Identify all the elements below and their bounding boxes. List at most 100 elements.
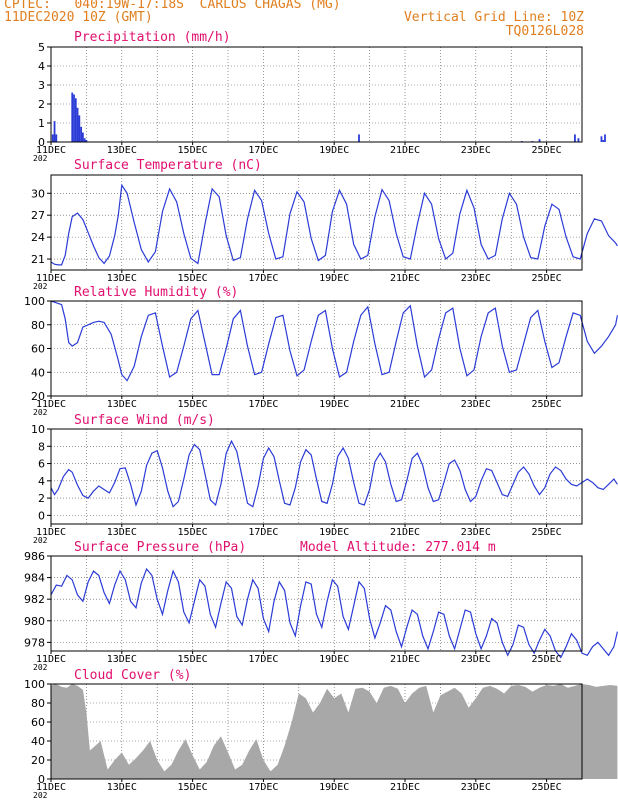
x-tick-label: 19DEC <box>319 273 349 284</box>
x-tick-label: 19DEC <box>319 399 349 410</box>
panel-5: 978 980 982 984 986 Surface Pressure (hPa) 11D… <box>24 540 618 672</box>
y-tick-label: 10 <box>31 423 45 436</box>
y-tick-label: 80 <box>31 319 45 332</box>
series-line <box>50 567 618 659</box>
year-label: 202 <box>33 282 48 291</box>
x-tick-label: 13DEC <box>107 399 137 410</box>
x-tick-label: 23DEC <box>461 145 491 156</box>
x-tick-label: 19DEC <box>319 782 349 793</box>
panel-title: Surface Wind (m/s) <box>74 413 215 428</box>
x-tick-label: 11DEC <box>36 399 66 410</box>
y-tick-label: 40 <box>31 735 45 748</box>
x-tick-label: 17DEC <box>248 527 278 538</box>
precip-bar <box>600 136 603 142</box>
y-tick-label: 1 <box>38 117 45 130</box>
x-tick-label: 23DEC <box>461 782 491 793</box>
panel-1: 0 1 2 3 4 5 Precipitation (mm/h) 11DEC 13DEC 15DE… <box>33 30 606 163</box>
x-tick-label: 15DEC <box>178 527 208 538</box>
y-tick-label: 40 <box>31 366 45 379</box>
y-tick-label: 20 <box>31 754 45 767</box>
x-tick-label: 25DEC <box>532 782 562 793</box>
x-tick-label: 21DEC <box>390 782 420 793</box>
panel-frame <box>50 683 583 780</box>
y-tick-label: 0 <box>38 773 45 786</box>
y-tick-label: 4 <box>38 60 45 73</box>
y-tick-label: 60 <box>31 343 45 356</box>
x-tick-label: 21DEC <box>390 399 420 410</box>
header-station-line: CPTEC: 040:19W-17:18S CARLOS CHAGAS (MG) <box>4 0 341 12</box>
panel-frame <box>50 174 583 271</box>
precip-bar <box>604 134 606 142</box>
y-tick-label: 21 <box>31 253 45 266</box>
x-tick-label: 17DEC <box>248 654 278 665</box>
precip-bar <box>73 94 75 142</box>
y-tick-label: 100 <box>24 678 45 691</box>
y-tick-label: 2 <box>38 98 45 111</box>
series-line <box>50 300 618 382</box>
x-tick-label: 25DEC <box>532 654 562 665</box>
x-tick-label: 21DEC <box>390 527 420 538</box>
x-tick-label: 21DEC <box>390 273 420 284</box>
x-tick-label: 17DEC <box>248 145 278 156</box>
panel-title: Relative Humidity (%) <box>74 285 238 300</box>
x-tick-label: 19DEC <box>319 145 349 156</box>
x-tick-label: 11DEC <box>36 527 66 538</box>
panel-frame <box>50 46 583 143</box>
year-label: 202 <box>33 663 48 672</box>
y-tick-label: 100 <box>24 295 45 308</box>
x-tick-label: 23DEC <box>461 654 491 665</box>
panel-4: 0 2 4 6 8 10 Surface Wind (m/s) 11DEC 13DEC 15DEC… <box>31 413 618 545</box>
panel-frame <box>50 428 583 525</box>
x-tick-label: 15DEC <box>178 399 208 410</box>
x-tick-label: 13DEC <box>107 654 137 665</box>
panel-title: Surface Temperature (nC) <box>74 158 262 173</box>
x-tick-label: 23DEC <box>461 527 491 538</box>
header-run-time: 11DEC2020 10Z (GMT) <box>4 10 153 25</box>
model-altitude-label: Model Altitude: 277.014 m <box>300 540 496 555</box>
x-tick-label: 25DEC <box>532 273 562 284</box>
precip-bar <box>74 98 77 142</box>
x-tick-label: 15DEC <box>178 782 208 793</box>
precip-bar <box>577 138 580 142</box>
y-tick-label: 60 <box>31 716 45 729</box>
y-tick-label: 27 <box>31 209 45 222</box>
y-tick-label: 5 <box>38 41 45 54</box>
y-tick-label: 80 <box>31 697 45 710</box>
y-tick-label: 8 <box>38 440 45 453</box>
header-model-code: TQ0126L028 <box>505 24 584 39</box>
precip-bar <box>83 138 86 142</box>
precip-bar <box>538 139 541 142</box>
x-tick-label: 17DEC <box>248 273 278 284</box>
x-tick-label: 21DEC <box>390 145 420 156</box>
x-tick-label: 25DEC <box>532 399 562 410</box>
precip-bar <box>51 134 54 142</box>
precip-bar <box>602 140 605 142</box>
precip-bar <box>76 107 79 142</box>
x-tick-label: 21DEC <box>390 654 420 665</box>
header-vertical-grid-line: Vertical Grid Line: 10Z <box>403 10 584 25</box>
x-tick-label: 15DEC <box>178 273 208 284</box>
x-tick-label: 11DEC <box>36 273 66 284</box>
cloud-cover-area <box>51 684 618 779</box>
x-tick-label: 11DEC <box>36 145 66 156</box>
x-tick-label: 23DEC <box>461 273 491 284</box>
precip-bar <box>80 126 82 142</box>
y-tick-label: 0 <box>38 136 45 149</box>
x-tick-label: 15DEC <box>178 145 208 156</box>
x-tick-label: 13DEC <box>107 782 137 793</box>
panel-6: 0 20 40 60 80 100 Cloud Cover (%) 11DEC 13DEC 15D… <box>24 668 618 800</box>
year-label: 202 <box>33 154 48 163</box>
y-tick-label: 6 <box>38 458 45 471</box>
precip-bar <box>55 134 58 142</box>
year-label: 202 <box>33 536 48 545</box>
x-tick-label: 17DEC <box>248 782 278 793</box>
y-tick-label: 0 <box>38 509 45 522</box>
precip-bar <box>81 132 84 142</box>
x-tick-label: 15DEC <box>178 654 208 665</box>
panel-frame <box>50 300 583 397</box>
x-tick-label: 11DEC <box>36 782 66 793</box>
y-tick-label: 980 <box>24 615 45 628</box>
y-tick-label: 2 <box>38 492 45 505</box>
panel-frame <box>50 555 583 652</box>
